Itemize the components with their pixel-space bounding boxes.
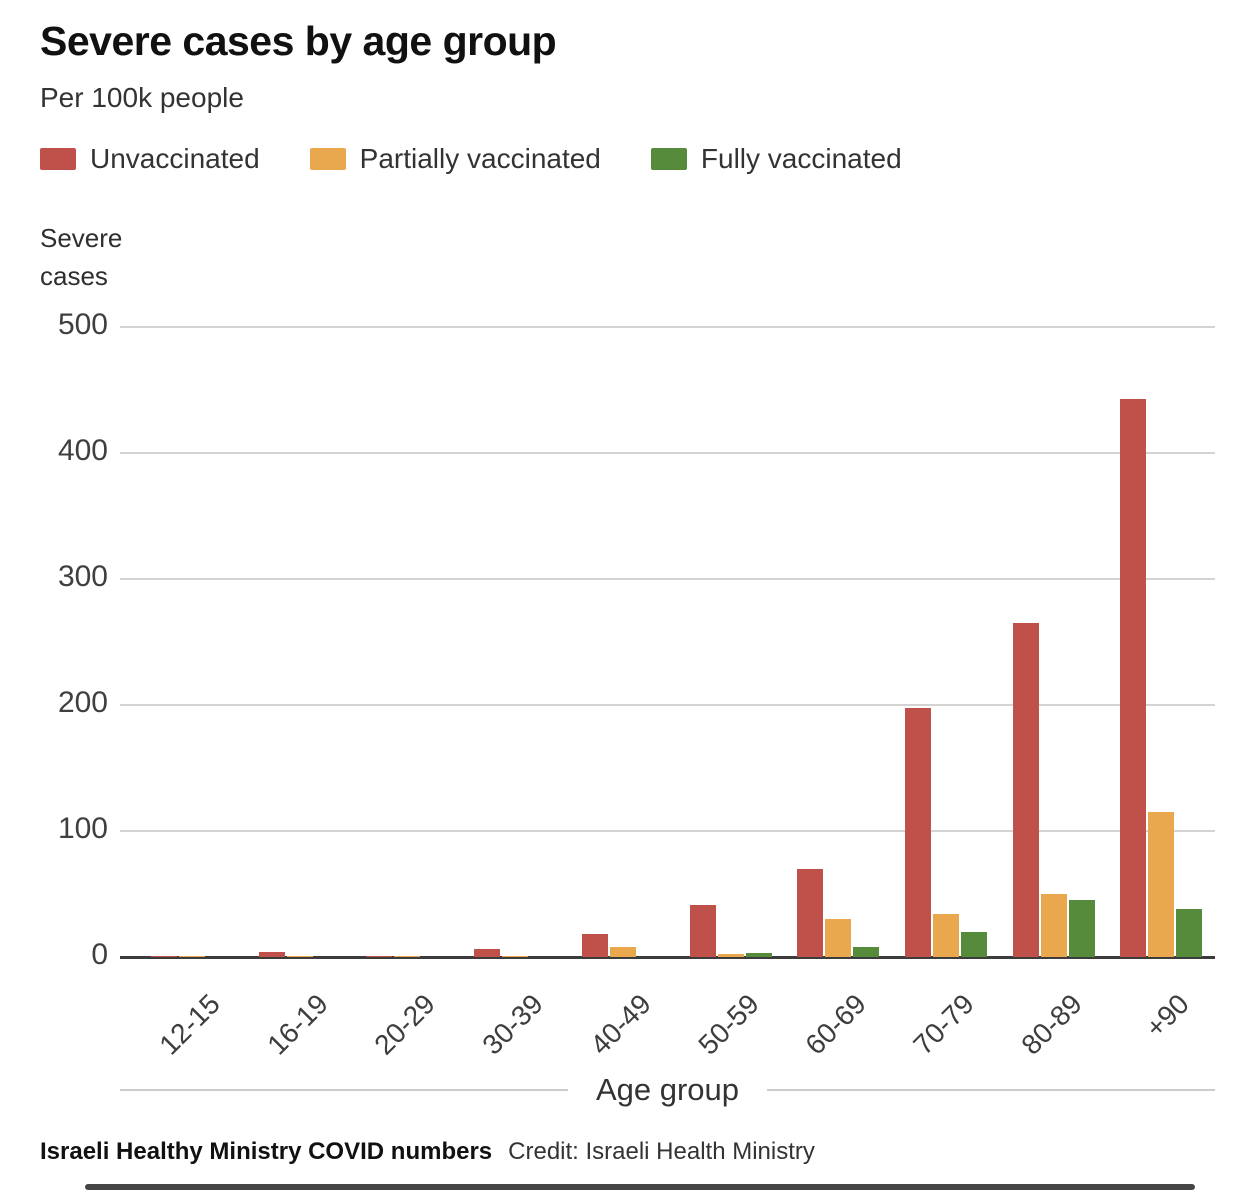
bar-partially-vaccinated-30-39 [502,956,529,957]
y-tick-label-400: 400 [57,434,108,467]
y-tick-label-0: 0 [91,938,108,971]
bar-unvaccinated-30-39 [474,949,501,957]
chart-title: Severe cases by age group [40,18,557,64]
credit-text: Credit: Israeli Health Ministry [508,1138,815,1165]
bar-partially-vaccinated-16-19 [286,956,313,957]
bar-partially-vaccinated-90 [1148,812,1175,957]
x-axis-line [120,956,1215,959]
bar-unvaccinated-12-15 [151,956,177,957]
legend-item-unvaccinated: Unvaccinated [40,143,260,175]
bar-unvaccinated-60-69 [797,869,824,957]
bar-partially-vaccinated-50-59 [717,954,744,957]
legend-label-partially-vaccinated: Partially vaccinated [359,143,601,174]
source-note: Israeli Healthy Ministry COVID numbers Cr… [40,1138,815,1166]
bar-unvaccinated-90 [1120,399,1147,957]
x-axis-rule-right [767,1089,1215,1091]
y-axis-title: Severe cases [40,220,122,295]
legend-swatch-fully-vaccinated-icon [650,148,687,170]
legend-label-unvaccinated: Unvaccinated [90,143,260,174]
legend-swatch-partially-vaccinated-icon [309,148,346,170]
y-axis-title-line: cases [40,260,108,291]
gridline-300 [120,578,1215,580]
x-axis-row: Age group [120,1072,1215,1108]
bar-partially-vaccinated-70-79 [932,914,959,957]
bar-unvaccinated-70-79 [904,708,931,957]
gridline-100 [120,830,1215,832]
bar-fully-vaccinated-70-79 [960,932,987,957]
bar-unvaccinated-50-59 [689,905,716,957]
bar-unvaccinated-80-89 [1012,623,1039,957]
bar-partially-vaccinated-12-15 [179,956,205,957]
bar-fully-vaccinated-60-69 [853,947,880,957]
legend-item-partially-vaccinated: Partially vaccinated [309,143,601,175]
bar-partially-vaccinated-40-49 [609,947,636,957]
y-tick-label-300: 300 [57,560,108,593]
bar-unvaccinated-16-19 [258,952,285,957]
legend-swatch-unvaccinated-icon [40,148,76,170]
bar-partially-vaccinated-20-29 [394,956,421,957]
gridline-500 [120,326,1215,328]
bar-fully-vaccinated-80-89 [1068,900,1095,957]
legend: Unvaccinated Partially vaccinated Fully … [40,143,902,175]
y-tick-label-500: 500 [57,308,108,341]
chart-subtitle: Per 100k people [40,82,244,113]
bar-partially-vaccinated-60-69 [825,919,852,957]
legend-label-fully-vaccinated: Fully vaccinated [700,143,902,174]
y-tick-label-100: 100 [57,812,108,845]
y-axis-title-line: Severe [40,223,123,253]
bar-fully-vaccinated-50-59 [745,953,772,957]
bar-fully-vaccinated-90 [1176,909,1203,957]
gridline-400 [120,452,1215,454]
bar-unvaccinated-40-49 [581,934,608,957]
progress-bar [85,1184,1195,1190]
x-axis-rule-left [120,1089,568,1091]
y-tick-label-200: 200 [57,686,108,719]
source-note-bold: Israeli Healthy Ministry COVID numbers [40,1138,493,1165]
bar-unvaccinated-20-29 [366,956,393,957]
legend-item-fully-vaccinated: Fully vaccinated [650,143,902,175]
gridline-200 [120,704,1215,706]
bar-partially-vaccinated-80-89 [1040,894,1067,957]
x-axis-title: Age group [595,1072,740,1107]
